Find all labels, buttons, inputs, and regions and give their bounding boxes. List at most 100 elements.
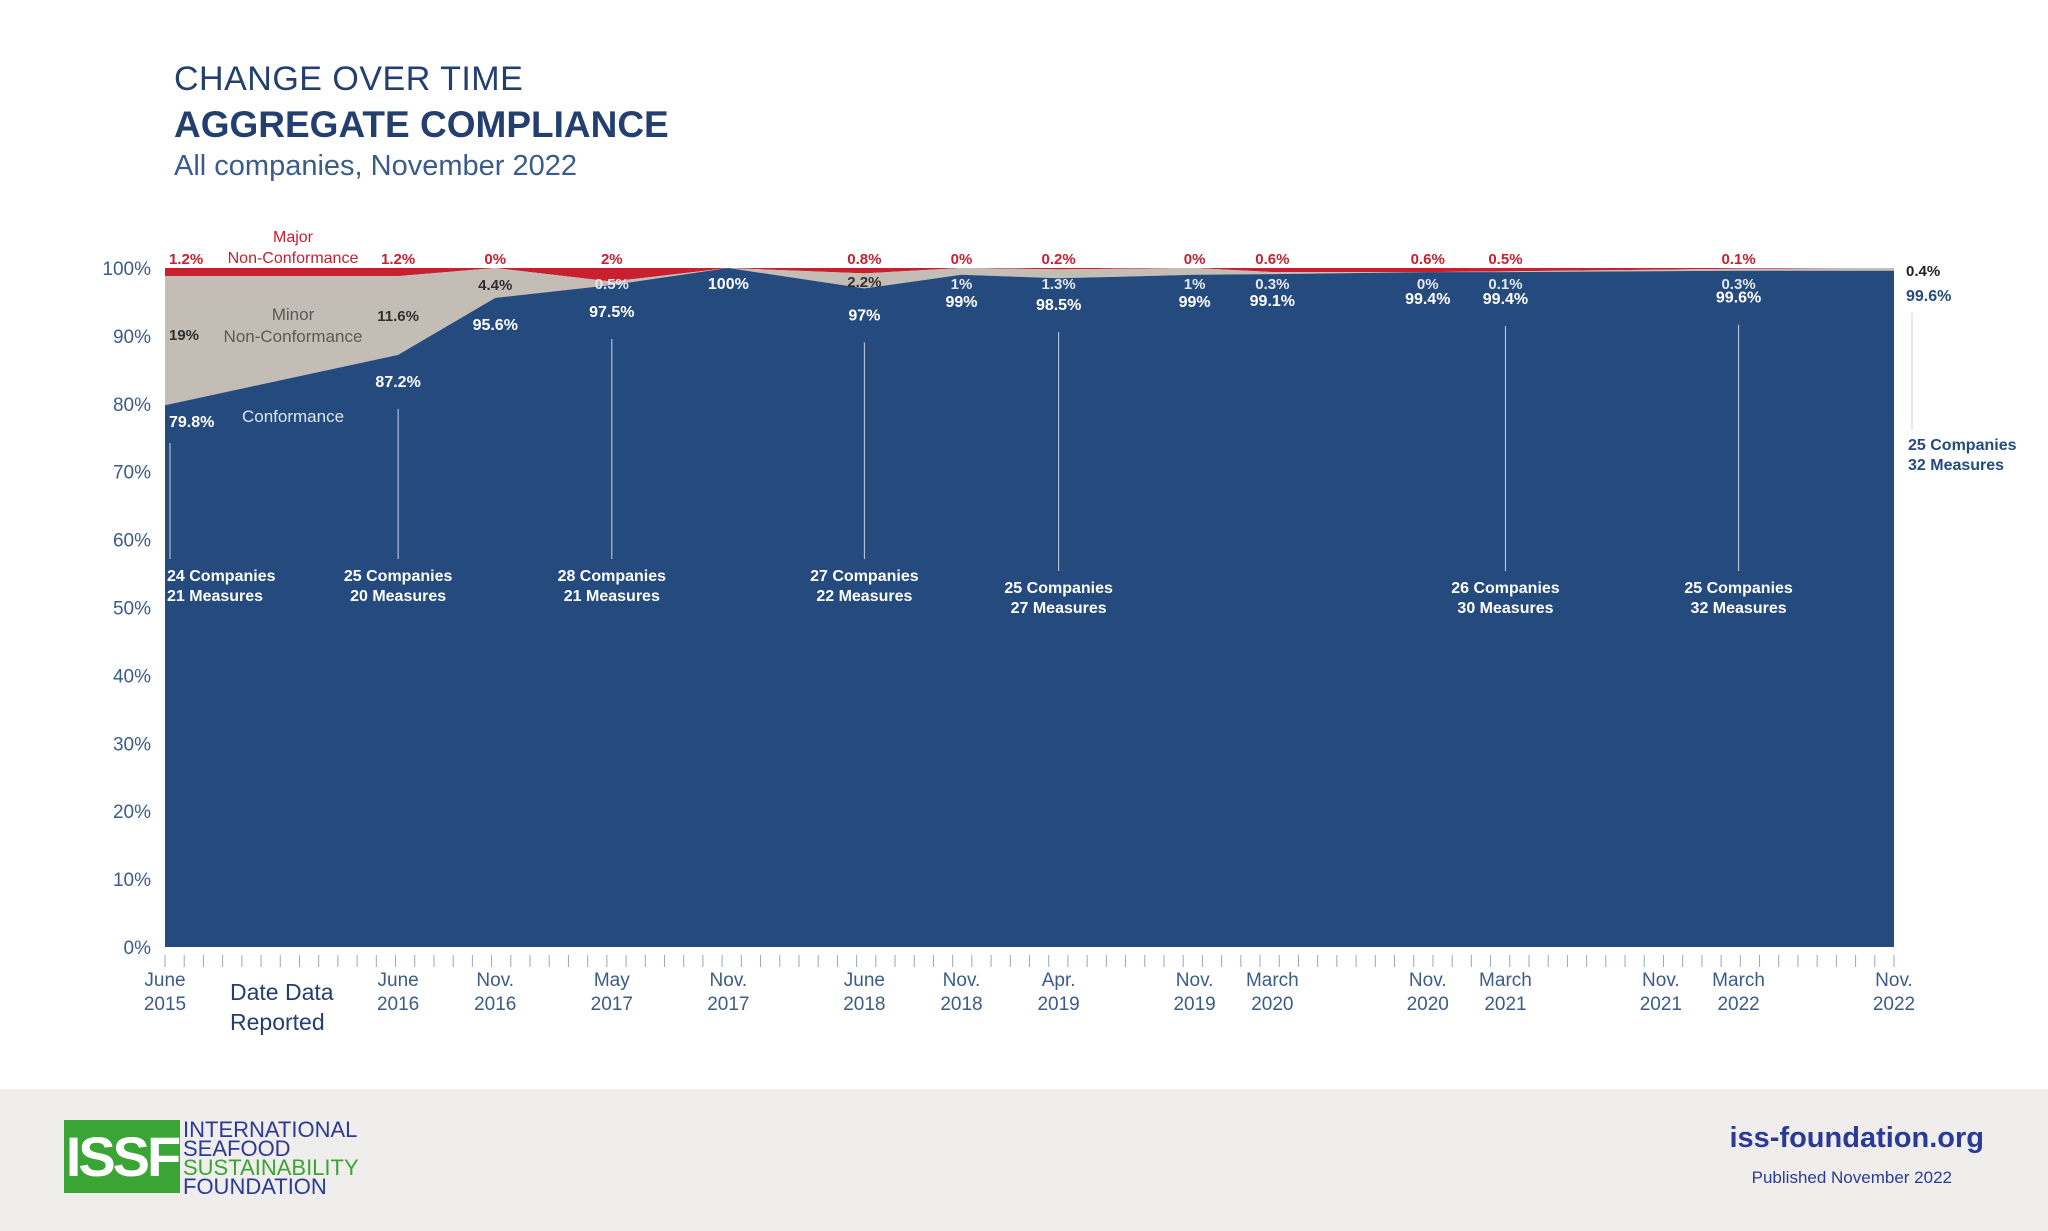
chart-supertitle: CHANGE OVER TIME [174,60,524,98]
x-tick-label: 2020 [1251,994,1293,1015]
conformance-value-label: 99.4% [1483,291,1528,308]
y-tick-label: 80% [113,395,151,416]
conformance-value-label: 99.6% [1716,290,1761,307]
group-label: 24 Companies [167,568,276,585]
major-value-label: 0.2% [1042,251,1076,268]
series-label-major: Major [273,229,314,246]
group-label: 27 Measures [1011,600,1107,617]
x-tick-label: June [378,970,419,991]
major-value-label: 0% [951,251,973,268]
compliance-area-chart: 0% 10% 20% 30% 40% 50% 60% 70% 80% 90% 100% June 201… [102,229,2017,1035]
x-tick-label: 2016 [474,994,516,1015]
y-tick-label: 20% [113,802,151,823]
series-label-minor: Minor [272,305,315,324]
minor-value-label: 0.3% [1721,276,1755,293]
major-nonconformance-area [165,268,1894,282]
y-tick-label: 30% [113,734,151,755]
x-tick-label: 2016 [377,994,419,1015]
x-tick-label: Nov. [1176,970,1214,991]
x-tick-label: 2022 [1873,994,1915,1015]
group-label: 25 Companies [344,568,453,585]
major-value-label: 0.6% [1411,251,1445,268]
group-label: 32 Measures [1908,457,2004,474]
minor-value-label: 0.3% [1255,276,1289,293]
y-tick-label: 50% [113,599,151,620]
group-label: 22 Measures [816,588,912,605]
minor-value-label: 1.3% [1042,276,1076,293]
website-link[interactable]: iss-foundation.org [1729,1122,1984,1154]
org-name-line: FOUNDATION [183,1174,327,1199]
x-tick-label: March [1712,970,1765,991]
x-tick-label: 2020 [1407,994,1449,1015]
group-label: 30 Measures [1457,600,1553,617]
x-axis-title: Date Data [230,979,334,1005]
minor-value-label: 11.6% [377,308,419,325]
group-label: 25 Companies [1004,580,1113,597]
y-tick-label: 10% [113,870,151,891]
org-name-line: INTERNATIONAL [183,1117,358,1142]
x-tick-label: 2018 [843,994,885,1015]
x-tick-label: Nov. [710,970,748,991]
conformance-value-label: 98.5% [1036,297,1081,314]
x-tick-label: 2021 [1484,994,1526,1015]
series-label-conformance: Conformance [242,407,344,426]
x-tick-label: May [594,970,630,991]
org-name-line: SEAFOOD [183,1136,291,1161]
group-label: 25 Companies [1908,437,2017,454]
conformance-value-label: 99% [945,294,977,311]
major-value-label: 0% [484,251,506,268]
minor-value-label: 2.2% [847,274,881,291]
major-value-label: 0% [1184,251,1206,268]
group-label: 32 Measures [1691,600,1787,617]
group-label: 25 Companies [1684,580,1793,597]
y-tick-label: 40% [113,666,151,687]
x-tick-label: Apr. [1042,970,1076,991]
major-value-label: 1.2% [169,251,203,268]
major-value-label: 1.2% [381,251,415,268]
group-label: 27 Companies [810,568,919,585]
conformance-value-label: 79.8% [169,414,214,431]
minor-value-label: 19% [169,327,199,344]
group-label: 28 Companies [558,568,667,585]
conformance-value-label: 97.5% [589,304,634,321]
published-date: Published November 2022 [1751,1168,1952,1187]
x-tick-label: 2019 [1173,994,1215,1015]
conformance-area [165,268,1894,947]
x-tick-label: 2018 [940,994,982,1015]
minor-value-label: 1% [1184,276,1206,293]
x-tick-label: Nov. [1875,970,1913,991]
conformance-value-label: 99.4% [1405,291,1450,308]
minor-value-label: 0.5% [595,276,629,293]
y-tick-label: 90% [113,327,151,348]
minor-value-label: 0% [1417,276,1439,293]
x-tick-label: Nov. [943,970,981,991]
x-tick-label: 2019 [1037,994,1079,1015]
x-tick-label: 2022 [1717,994,1759,1015]
conformance-value-label: 100% [708,276,749,293]
major-value-label: 0.6% [1255,251,1289,268]
x-tick-label: 2015 [144,994,186,1015]
group-label: 26 Companies [1451,580,1560,597]
issf-logo: ISSF [64,1120,181,1193]
group-label: 21 Measures [167,588,263,605]
x-tick-label: 2017 [591,994,633,1015]
x-tick-label: June [844,970,885,991]
x-tick-label: Nov. [1642,970,1680,991]
y-tick-label: 100% [102,259,151,280]
chart-title: AGGREGATE COMPLIANCE [174,104,669,145]
conformance-value-label: 97% [848,307,880,324]
minor-value-label: 0.4% [1906,263,1940,280]
x-tick-label: Nov. [1409,970,1447,991]
x-tick-label: Nov. [476,970,514,991]
y-tick-label: 0% [124,938,152,959]
minor-value-label: 4.4% [478,277,512,294]
major-value-label: 0.1% [1721,251,1755,268]
conformance-value-label: 99% [1179,294,1211,311]
group-label: 20 Measures [350,588,446,605]
series-label-minor: Non-Conformance [224,327,363,346]
major-value-label: 2% [601,251,623,268]
x-axis-title: Reported [230,1009,325,1035]
minor-nonconformance-area [165,268,1894,406]
x-tick-label: March [1479,970,1532,991]
series-label-major: Non-Conformance [228,250,359,267]
